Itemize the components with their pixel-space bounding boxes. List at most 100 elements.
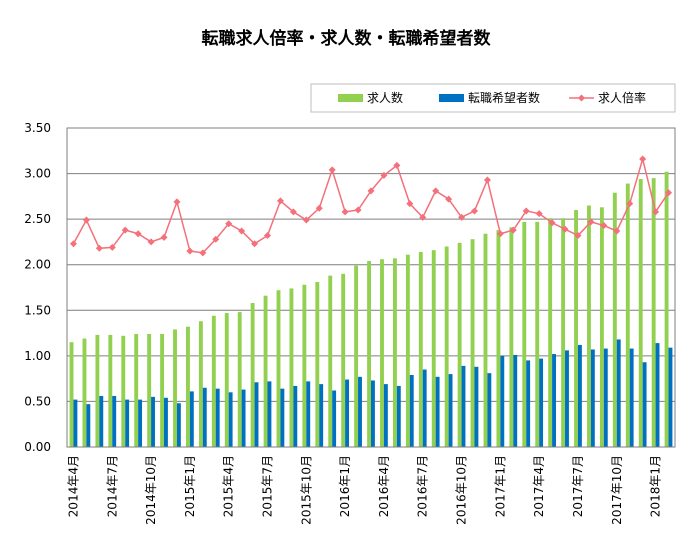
bar-job-seekers bbox=[125, 399, 130, 447]
y-tick-label: 0.50 bbox=[24, 394, 51, 408]
bar-job-openings bbox=[250, 302, 255, 447]
point-job-ratio bbox=[121, 226, 129, 234]
y-tick-label: 2.50 bbox=[24, 212, 51, 226]
bar-job-openings bbox=[561, 218, 566, 447]
bar-job-openings bbox=[147, 333, 152, 447]
point-job-ratio bbox=[483, 176, 491, 184]
bar-job-seekers bbox=[202, 387, 207, 447]
bar-job-openings bbox=[574, 210, 578, 447]
point-job-ratio bbox=[238, 227, 246, 235]
point-job-ratio bbox=[367, 187, 375, 195]
bar-job-openings bbox=[612, 192, 617, 447]
x-tick-label: 2016年7月 bbox=[416, 455, 430, 517]
bar-job-openings bbox=[302, 284, 307, 447]
bar-job-seekers bbox=[345, 379, 350, 447]
bar-job-seekers bbox=[655, 343, 660, 447]
bar-job-openings bbox=[367, 261, 371, 447]
point-job-ratio bbox=[95, 244, 103, 252]
bar-job-openings bbox=[121, 335, 126, 447]
bar-job-openings bbox=[457, 242, 462, 447]
bar-job-seekers bbox=[332, 390, 337, 447]
bar-job-seekers bbox=[138, 399, 143, 447]
bar-job-seekers bbox=[409, 374, 414, 447]
bar-job-openings bbox=[599, 207, 604, 447]
point-job-ratio bbox=[496, 230, 504, 238]
bar-job-seekers bbox=[176, 403, 181, 447]
bar-job-openings bbox=[625, 183, 630, 447]
bar-job-openings bbox=[95, 334, 100, 447]
legend-swatch bbox=[338, 94, 363, 102]
x-tick-label: 2014年4月 bbox=[66, 455, 80, 517]
point-job-ratio bbox=[665, 189, 673, 197]
bar-job-seekers bbox=[358, 376, 362, 447]
point-job-ratio bbox=[393, 161, 401, 169]
bar-job-seekers bbox=[435, 376, 440, 447]
bar-job-seekers bbox=[448, 374, 453, 447]
bar-job-openings bbox=[470, 239, 475, 447]
bar-layer bbox=[69, 171, 673, 448]
bar-job-openings bbox=[173, 329, 177, 447]
bar-job-seekers bbox=[396, 385, 401, 447]
point-job-ratio bbox=[613, 227, 621, 235]
x-tick-label: 2017年4月 bbox=[532, 455, 546, 517]
bar-job-seekers bbox=[603, 348, 608, 447]
bar-job-openings bbox=[160, 333, 165, 447]
x-tick-label: 2016年4月 bbox=[377, 455, 391, 517]
point-job-ratio bbox=[587, 218, 595, 226]
point-job-ratio bbox=[341, 208, 349, 216]
chart-title: 転職求人倍率・求人数・転職希望者数 bbox=[202, 28, 492, 49]
point-job-ratio bbox=[264, 232, 272, 240]
y-tick-label: 1.00 bbox=[24, 349, 51, 363]
point-job-ratio bbox=[458, 213, 466, 221]
point-job-ratio bbox=[276, 197, 284, 205]
bar-job-seekers bbox=[189, 391, 194, 447]
legend: 求人数 転職希望者数 求人倍率 bbox=[310, 83, 676, 113]
bar-job-seekers bbox=[642, 362, 647, 447]
point-job-ratio bbox=[535, 210, 543, 218]
point-job-ratio bbox=[173, 198, 181, 206]
point-job-ratio bbox=[561, 225, 569, 233]
bar-job-seekers bbox=[616, 339, 621, 447]
axis-layer: 0.00 0.50 1.00 1.50 2.00 2.50 3.00 3.50 2014年4月 2… bbox=[24, 121, 676, 525]
point-job-ratio bbox=[315, 204, 323, 212]
y-tick-label: 0.00 bbox=[24, 440, 51, 454]
point-job-ratio bbox=[186, 247, 194, 255]
bar-job-seekers bbox=[668, 347, 673, 447]
point-job-ratio bbox=[354, 206, 362, 214]
bar-job-openings bbox=[392, 258, 397, 447]
bar-job-seekers bbox=[280, 388, 285, 447]
point-job-ratio bbox=[69, 240, 77, 248]
bar-job-openings bbox=[263, 295, 268, 447]
line-layer bbox=[69, 155, 673, 257]
legend-marker bbox=[578, 94, 585, 102]
x-tick-label: 2015年4月 bbox=[222, 455, 236, 517]
point-job-ratio bbox=[639, 155, 647, 163]
point-job-ratio bbox=[328, 166, 336, 174]
legend-swatch bbox=[439, 94, 464, 102]
point-job-ratio bbox=[289, 208, 297, 216]
bar-job-seekers bbox=[99, 395, 104, 447]
bar-job-seekers bbox=[526, 360, 531, 447]
bar-job-openings bbox=[354, 265, 359, 447]
point-job-ratio bbox=[225, 220, 233, 228]
bar-job-openings bbox=[380, 259, 384, 447]
bar-job-seekers bbox=[539, 358, 544, 447]
bar-job-openings bbox=[69, 342, 74, 447]
point-job-ratio bbox=[509, 226, 517, 234]
x-tick-label: 2015年7月 bbox=[261, 455, 275, 517]
point-job-ratio bbox=[652, 208, 660, 216]
point-job-ratio bbox=[160, 233, 168, 241]
bar-job-openings bbox=[548, 218, 553, 447]
bar-job-seekers bbox=[500, 355, 505, 447]
bar-job-seekers bbox=[552, 354, 556, 447]
point-job-ratio bbox=[574, 232, 582, 240]
bar-job-openings bbox=[638, 179, 643, 448]
point-job-ratio bbox=[147, 238, 155, 246]
bar-job-seekers bbox=[565, 350, 569, 447]
bar-job-seekers bbox=[241, 389, 246, 447]
bar-job-openings bbox=[664, 171, 669, 447]
point-job-ratio bbox=[600, 222, 608, 230]
bar-job-openings bbox=[237, 312, 242, 447]
x-tick-label: 2016年10月 bbox=[455, 455, 469, 525]
